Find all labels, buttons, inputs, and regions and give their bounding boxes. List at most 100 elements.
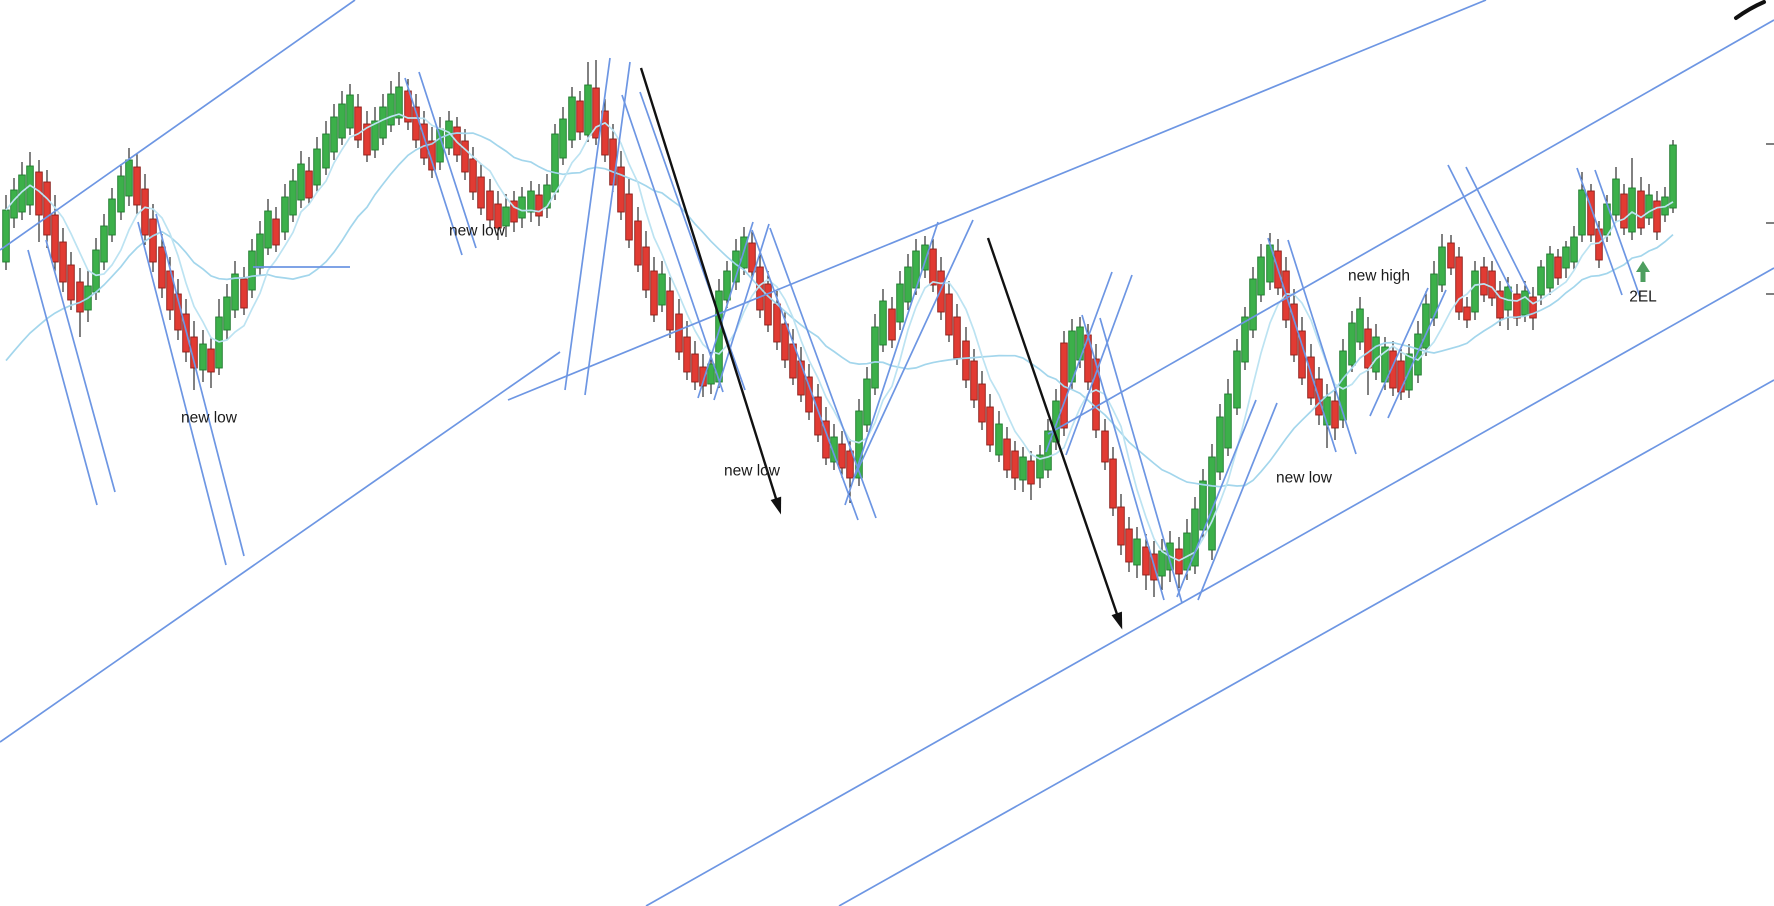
annotation-label[interactable]: new low <box>449 223 506 240</box>
candlestick <box>1233 339 1241 415</box>
annotation-label[interactable]: new high <box>1348 268 1410 285</box>
candlestick <box>625 179 633 248</box>
down-trend-arrow[interactable] <box>986 237 1123 630</box>
candlestick <box>921 236 929 278</box>
candlestick <box>1570 226 1578 270</box>
trend-line[interactable] <box>137 221 227 566</box>
trend-line[interactable] <box>404 77 463 256</box>
trend-line[interactable] <box>645 267 1774 906</box>
trend-line[interactable] <box>1045 271 1113 453</box>
trend-line[interactable] <box>852 219 974 481</box>
trend-line[interactable] <box>45 239 116 493</box>
candlestick <box>1101 419 1109 470</box>
trend-line[interactable] <box>564 57 611 391</box>
candlestick <box>354 94 362 148</box>
candlestick <box>1455 247 1463 320</box>
trend-line[interactable] <box>1267 237 1337 453</box>
trend-line[interactable] <box>1065 274 1133 456</box>
candlestick <box>477 164 485 215</box>
candlestick <box>1331 391 1339 440</box>
trend-line[interactable] <box>155 213 245 557</box>
candlestick <box>1019 447 1027 492</box>
candlestick <box>1612 167 1620 222</box>
trend-line[interactable] <box>1197 402 1278 601</box>
candlestick <box>535 184 543 226</box>
trend-line[interactable] <box>0 0 356 251</box>
candlestick <box>1653 191 1661 240</box>
trend-line[interactable] <box>621 94 724 393</box>
candlestick <box>797 347 805 402</box>
candlestick <box>1620 184 1628 235</box>
trend-line[interactable] <box>1447 164 1513 293</box>
candlestick <box>297 151 305 208</box>
trend-line[interactable] <box>1176 399 1257 598</box>
trend-line[interactable] <box>418 71 477 249</box>
trend-line[interactable] <box>1576 167 1623 296</box>
candlestick <box>1175 537 1183 588</box>
candlestick <box>256 221 264 275</box>
trend-line[interactable] <box>1081 314 1165 601</box>
candlestick <box>1546 246 1554 295</box>
candlestick <box>863 367 871 432</box>
candlestick <box>568 87 576 148</box>
candlestick <box>1133 527 1141 578</box>
candlestick <box>1438 234 1446 292</box>
trend-line[interactable] <box>1387 289 1447 419</box>
candlestick <box>215 299 223 375</box>
candlestick <box>1125 517 1133 572</box>
trend-line[interactable] <box>844 221 939 506</box>
candlestick <box>1356 297 1364 350</box>
candlestick <box>527 181 535 222</box>
candlestick <box>486 179 494 228</box>
trend-line[interactable] <box>1287 239 1357 455</box>
trend-line[interactable] <box>0 351 561 743</box>
trend-line[interactable] <box>507 0 1487 401</box>
candlestick <box>1092 344 1100 438</box>
candlestick <box>1117 494 1125 555</box>
entry-up-arrow-icon[interactable] <box>1636 261 1650 282</box>
candlestick <box>888 297 896 348</box>
candlestick <box>683 321 691 380</box>
candlestick <box>1249 267 1257 338</box>
down-trend-arrow[interactable] <box>639 67 782 515</box>
candlestick <box>330 104 338 160</box>
trend-line[interactable] <box>27 249 98 506</box>
candlestick <box>264 199 272 255</box>
trend-line[interactable] <box>584 61 631 396</box>
candlestick <box>1397 349 1405 400</box>
candlestick <box>822 407 830 465</box>
candlestick <box>141 174 149 245</box>
candles-layer <box>2 60 1677 597</box>
candlestick <box>978 371 986 430</box>
annotation-label[interactable]: new low <box>181 410 238 427</box>
trend-line[interactable] <box>1369 287 1429 417</box>
trend-line[interactable] <box>751 229 859 521</box>
labels-layer: new low new low new low new low new high 2EL <box>181 223 1657 487</box>
arrows-layer <box>639 0 1766 630</box>
ma-slow-line <box>5 132 1674 488</box>
candlestick <box>1645 184 1653 225</box>
candlestick <box>601 99 609 162</box>
candlestick <box>510 191 518 232</box>
moving-average-layer <box>5 113 1674 562</box>
trend-line[interactable] <box>1594 169 1641 298</box>
candlestick <box>1027 451 1035 500</box>
candlestick <box>543 174 551 218</box>
trend-line[interactable] <box>1099 317 1183 604</box>
trend-line[interactable] <box>1047 19 1774 435</box>
candlestick <box>1521 281 1529 322</box>
candlestick <box>1447 235 1455 275</box>
candlestick <box>428 127 436 178</box>
candlestick <box>1422 291 1430 356</box>
annotation-label[interactable]: 2EL <box>1629 289 1657 306</box>
trend-line[interactable] <box>838 379 1774 906</box>
candlestick <box>1488 261 1496 306</box>
candlestick <box>723 261 731 308</box>
trend-line[interactable] <box>1465 166 1531 295</box>
annotation-label[interactable]: new low <box>1276 470 1333 487</box>
annotation-label[interactable]: new low <box>724 463 781 480</box>
trend-line[interactable] <box>697 221 754 399</box>
